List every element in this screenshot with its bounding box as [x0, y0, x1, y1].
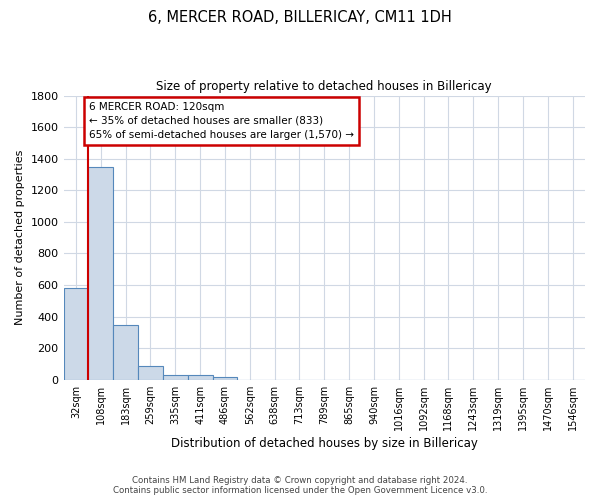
X-axis label: Distribution of detached houses by size in Billericay: Distribution of detached houses by size …: [171, 437, 478, 450]
Bar: [113, 324, 138, 380]
Title: Size of property relative to detached houses in Billericay: Size of property relative to detached ho…: [157, 80, 492, 93]
Text: 6, MERCER ROAD, BILLERICAY, CM11 1DH: 6, MERCER ROAD, BILLERICAY, CM11 1DH: [148, 10, 452, 25]
Y-axis label: Number of detached properties: Number of detached properties: [15, 150, 25, 326]
Text: 6 MERCER ROAD: 120sqm
← 35% of detached houses are smaller (833)
65% of semi-det: 6 MERCER ROAD: 120sqm ← 35% of detached …: [89, 102, 354, 140]
Bar: [212, 377, 238, 380]
Bar: [163, 375, 188, 380]
Bar: [138, 366, 163, 380]
Bar: [64, 288, 88, 380]
Text: Contains HM Land Registry data © Crown copyright and database right 2024.
Contai: Contains HM Land Registry data © Crown c…: [113, 476, 487, 495]
Bar: [88, 166, 113, 380]
Bar: [188, 376, 212, 380]
